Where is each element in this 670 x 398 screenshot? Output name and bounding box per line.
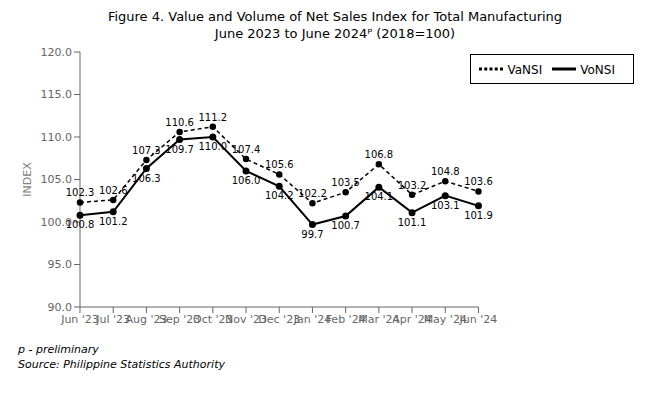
svg-text:May '24: May '24 — [423, 312, 467, 326]
html-text:VaNSI: VaNSI — [507, 62, 543, 77]
html-text:p - preliminary: p - preliminary — [18, 343, 99, 356]
svg-text:120.0: 120.0 — [41, 46, 73, 59]
svg-text:Mar '24: Mar '24 — [358, 312, 400, 326]
svg-text:103.1: 103.1 — [431, 200, 460, 211]
svg-text:Sep '23: Sep '23 — [159, 312, 201, 326]
svg-text:111.2: 111.2 — [199, 112, 228, 123]
svg-text:Feb '24: Feb '24 — [325, 312, 366, 326]
svg-text:Aug '23: Aug '23 — [125, 312, 168, 326]
svg-text:103.2: 103.2 — [398, 180, 427, 191]
svg-text:INDEX: INDEX — [21, 162, 34, 197]
svg-text:101.9: 101.9 — [464, 210, 493, 221]
svg-text:Jun '24: Jun '24 — [459, 313, 498, 326]
svg-text:101.1: 101.1 — [398, 217, 427, 228]
svg-text:100.8: 100.8 — [66, 219, 95, 230]
svg-text:Apr '24: Apr '24 — [392, 312, 432, 326]
svg-text:110.0: 110.0 — [199, 141, 228, 152]
svg-text:106.0: 106.0 — [232, 175, 261, 186]
svg-text:100.0: 100.0 — [40, 215, 72, 229]
svg-text:Oct '23: Oct '23 — [193, 312, 233, 326]
svg-text:109.7: 109.7 — [165, 144, 194, 155]
svg-text:107.3: 107.3 — [132, 145, 161, 156]
svg-text:Jun '23: Jun '23 — [60, 313, 99, 326]
svg-text:101.2: 101.2 — [99, 216, 128, 227]
svg-text:107.4: 107.4 — [232, 144, 261, 155]
svg-text:105.6: 105.6 — [265, 159, 294, 170]
svg-text:110.0: 110.0 — [41, 131, 73, 144]
svg-text:106.3: 106.3 — [132, 173, 161, 184]
svg-text:105.0: 105.0 — [41, 173, 73, 186]
html-text:VoNSI: VoNSI — [580, 62, 615, 77]
svg-text:Dec '23: Dec '23 — [258, 312, 301, 326]
svg-text:Nov '23: Nov '23 — [225, 312, 267, 326]
svg-text:104.8: 104.8 — [431, 166, 460, 177]
svg-text:Jul '23: Jul '23 — [96, 312, 131, 326]
svg-text:104.2: 104.2 — [265, 190, 294, 201]
svg-text:106.8: 106.8 — [365, 149, 394, 160]
svg-text:102.3: 102.3 — [66, 187, 95, 198]
svg-text:102.2: 102.2 — [298, 188, 327, 199]
svg-text:103.5: 103.5 — [331, 177, 360, 188]
html-text:Figure 4. Value and Volume of: Figure 4. Value and Volume of Net Sales … — [107, 9, 563, 24]
svg-text:99.7: 99.7 — [301, 229, 323, 240]
svg-text:100.7: 100.7 — [331, 220, 360, 231]
svg-text:102.6: 102.6 — [99, 185, 128, 196]
svg-text:95.0: 95.0 — [48, 258, 73, 271]
svg-text:103.6: 103.6 — [464, 176, 493, 187]
html-text:Source: Philippine Statistics: Source: Philippine Statistics Authority — [18, 358, 225, 371]
svg-text:115.0: 115.0 — [41, 88, 73, 101]
html-text:June 2023 to June 2024ᴾ (2018=: June 2023 to June 2024ᴾ (2018=100) — [214, 26, 456, 41]
svg-text:Jan '24: Jan '24 — [293, 312, 332, 326]
svg-text:110.6: 110.6 — [165, 117, 194, 128]
svg-text:104.1: 104.1 — [365, 191, 394, 202]
svg-text:90.0: 90.0 — [48, 301, 73, 314]
